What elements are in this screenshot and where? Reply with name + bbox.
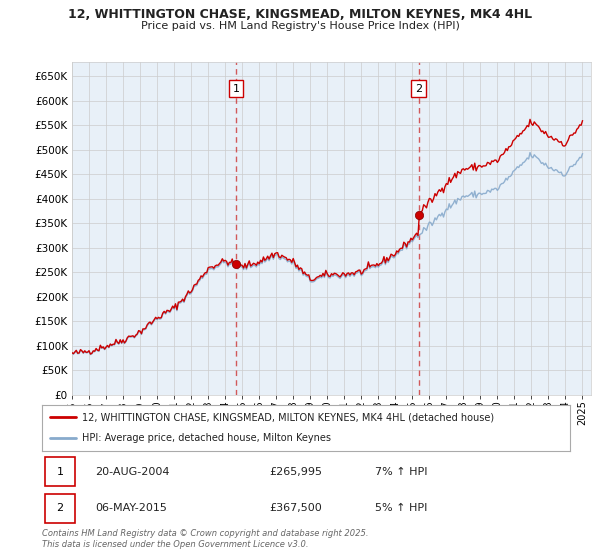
Text: £265,995: £265,995 <box>269 467 322 477</box>
Text: 2: 2 <box>56 503 64 513</box>
Text: Contains HM Land Registry data © Crown copyright and database right 2025.
This d: Contains HM Land Registry data © Crown c… <box>42 529 368 549</box>
Text: 7% ↑ HPI: 7% ↑ HPI <box>374 467 427 477</box>
Text: 5% ↑ HPI: 5% ↑ HPI <box>374 503 427 513</box>
Text: 12, WHITTINGTON CHASE, KINGSMEAD, MILTON KEYNES, MK4 4HL: 12, WHITTINGTON CHASE, KINGSMEAD, MILTON… <box>68 8 532 21</box>
Text: 20-AUG-2004: 20-AUG-2004 <box>95 467 169 477</box>
Text: HPI: Average price, detached house, Milton Keynes: HPI: Average price, detached house, Milt… <box>82 433 331 444</box>
Text: 1: 1 <box>233 83 239 94</box>
Text: 2: 2 <box>415 83 422 94</box>
Text: 12, WHITTINGTON CHASE, KINGSMEAD, MILTON KEYNES, MK4 4HL (detached house): 12, WHITTINGTON CHASE, KINGSMEAD, MILTON… <box>82 412 494 422</box>
FancyBboxPatch shape <box>44 494 75 523</box>
FancyBboxPatch shape <box>44 457 75 486</box>
Text: 1: 1 <box>56 467 64 477</box>
Text: £367,500: £367,500 <box>269 503 322 513</box>
Text: Price paid vs. HM Land Registry's House Price Index (HPI): Price paid vs. HM Land Registry's House … <box>140 21 460 31</box>
Text: 06-MAY-2015: 06-MAY-2015 <box>95 503 167 513</box>
